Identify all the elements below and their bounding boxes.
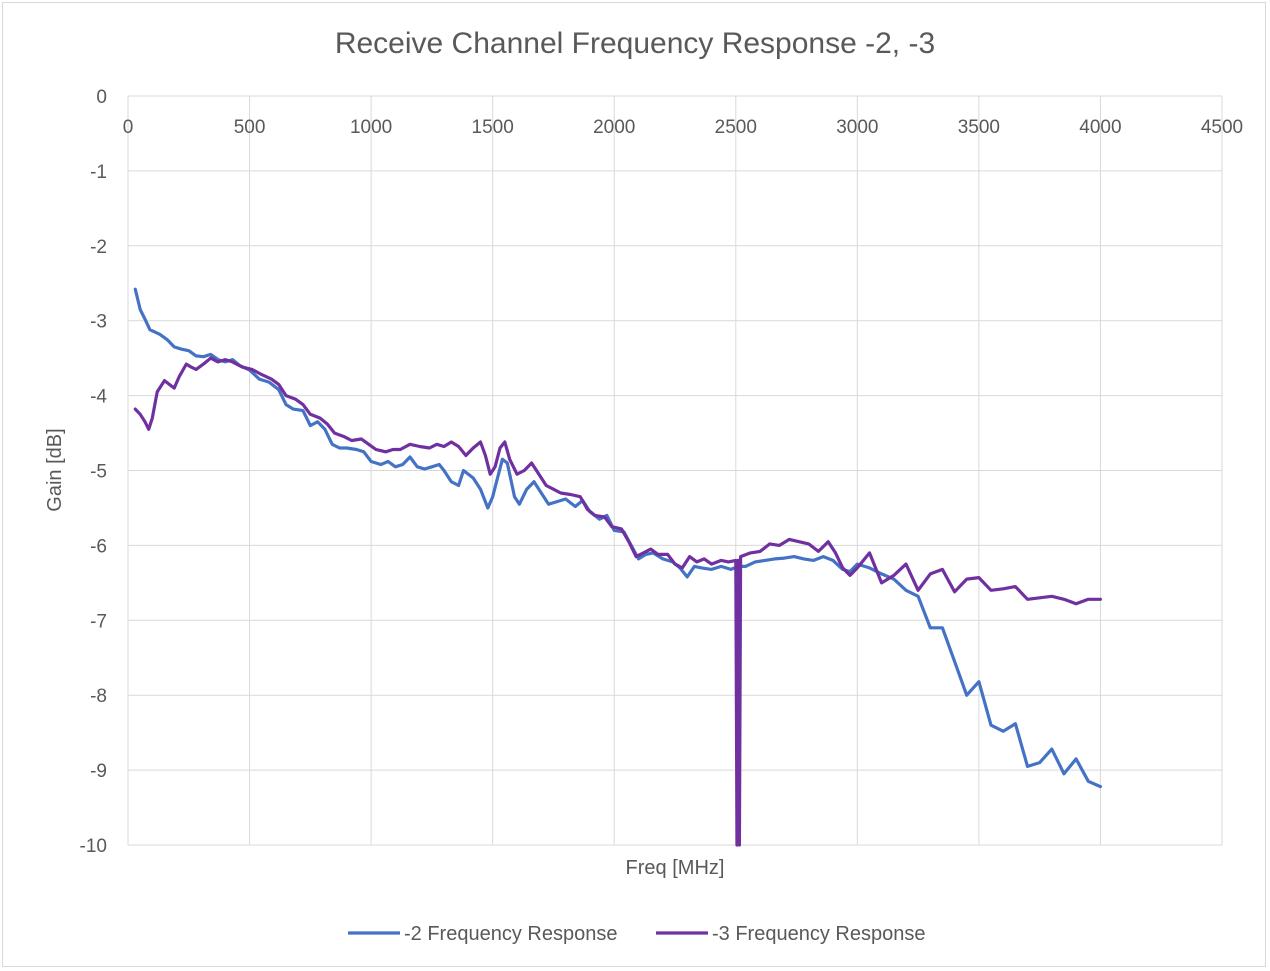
y-tick-label: -2 bbox=[90, 237, 107, 258]
y-axis-label: Gain [dB] bbox=[44, 428, 66, 511]
x-tick-label: 3000 bbox=[836, 117, 878, 138]
series-line-2 bbox=[133, 356, 1102, 847]
legend: -2 Frequency Response -3 Frequency Respon… bbox=[348, 923, 925, 945]
x-tick-label: 0 bbox=[123, 117, 134, 138]
series-layer bbox=[133, 287, 1102, 847]
y-tick-label: -3 bbox=[90, 312, 107, 333]
x-tick-label: 3500 bbox=[958, 117, 1000, 138]
x-tick-label: 4500 bbox=[1201, 117, 1243, 138]
y-tick-label: -6 bbox=[90, 536, 107, 557]
y-tick-labels: 0 -1 -2 -3 -4 -5 -6 -7 -8 -9 -10 bbox=[80, 87, 108, 857]
y-tick-label: -1 bbox=[90, 162, 107, 183]
y-tick-label: -10 bbox=[80, 836, 107, 857]
y-tick-label: 0 bbox=[96, 87, 107, 108]
y-tick-label: -7 bbox=[90, 611, 107, 632]
legend-label-1: -2 Frequency Response bbox=[404, 923, 617, 945]
x-axis-label: Freq [MHz] bbox=[626, 857, 725, 879]
series-line-1 bbox=[133, 287, 1102, 789]
gridlines bbox=[127, 95, 1223, 846]
y-tick-label: -9 bbox=[90, 761, 107, 782]
y-tick-label: -4 bbox=[90, 387, 107, 408]
x-tick-label: 4000 bbox=[1079, 117, 1121, 138]
x-tick-label: 2000 bbox=[593, 117, 635, 138]
y-tick-label: -5 bbox=[90, 462, 107, 483]
x-tick-label: 2500 bbox=[715, 117, 757, 138]
x-tick-label: 500 bbox=[234, 117, 266, 138]
x-tick-label: 1500 bbox=[472, 117, 514, 138]
legend-label-2: -3 Frequency Response bbox=[712, 923, 925, 945]
x-tick-labels: 0 500 1000 1500 2000 2500 3000 3500 4000 4500 bbox=[123, 117, 1243, 138]
y-tick-label: -8 bbox=[90, 686, 107, 707]
chart-title: Receive Channel Frequency Response -2, -… bbox=[335, 27, 935, 60]
x-tick-label: 1000 bbox=[350, 117, 392, 138]
